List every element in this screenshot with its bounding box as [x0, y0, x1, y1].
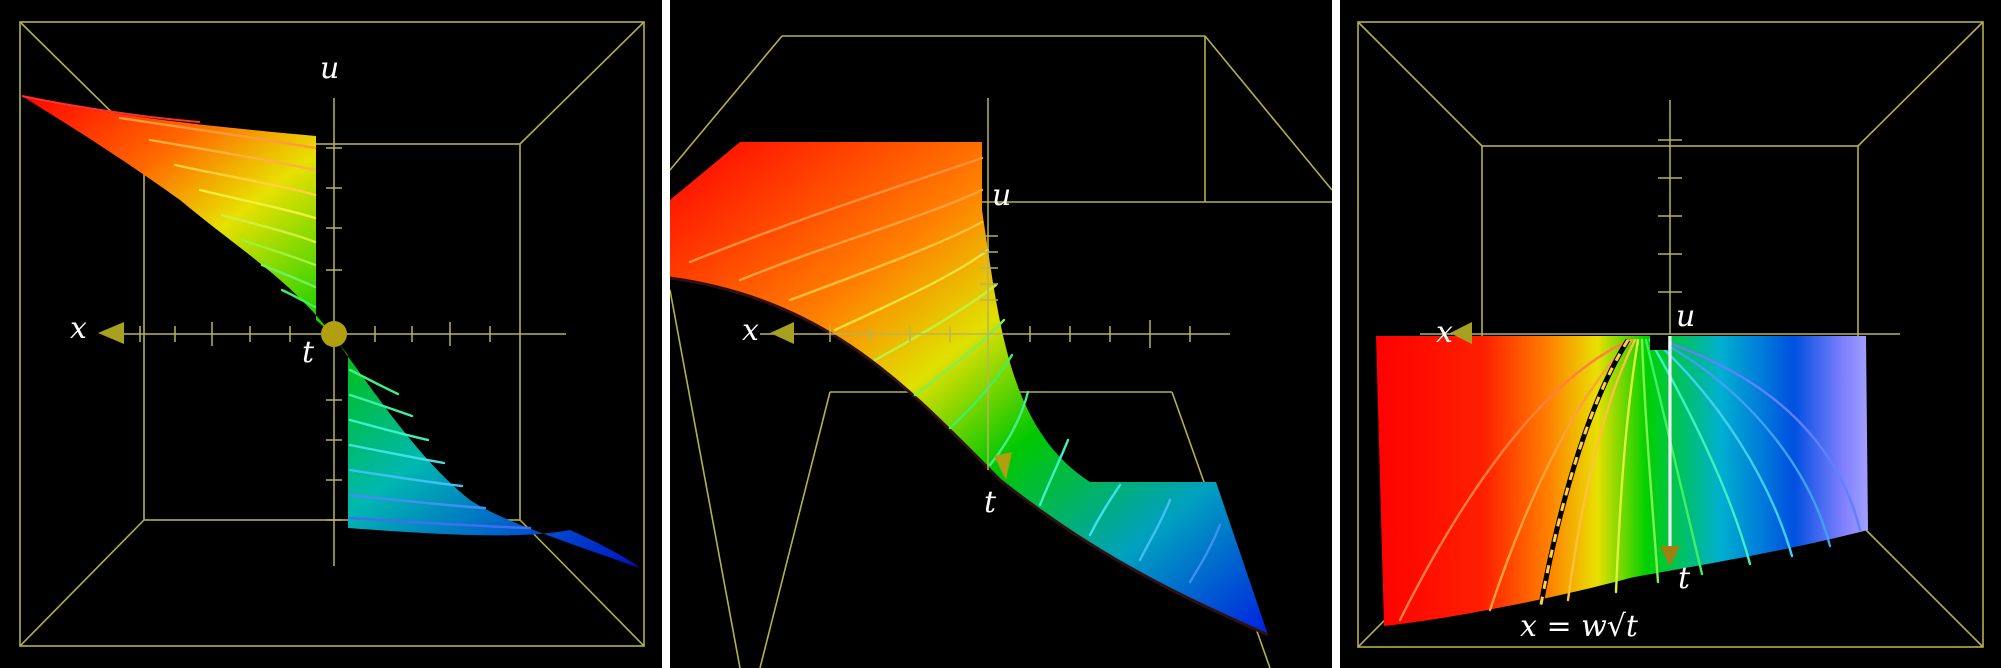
axis-label-u: u [992, 178, 1011, 213]
panel-oblique-view: u x t [670, 0, 1332, 668]
isolines [688, 156, 1222, 584]
t-axis-arrow-icon [1660, 546, 1680, 566]
surface-upper [22, 96, 330, 332]
surface-plot-top: x u t x = w√t [1357, 21, 1984, 648]
surface [670, 142, 1268, 635]
surface-upper-edge [21, 95, 201, 123]
axis-label-u: u [1676, 299, 1695, 334]
origin-marker [1650, 336, 1668, 350]
axis-label-x: x [1436, 315, 1453, 350]
surface-lower [336, 340, 640, 568]
surface-lower-edge [670, 276, 1269, 637]
surface-plot-oblique: u x t [670, 35, 1332, 668]
x-axis-arrow-icon [770, 322, 794, 344]
t-axis-marker-icon [321, 321, 347, 347]
axis-label-t: t [302, 335, 315, 370]
panel-top-view: x u t x = w√t [1340, 0, 2001, 668]
axis-label-t: t [984, 485, 997, 520]
t-axis-arrow-icon [994, 452, 1012, 480]
curve-label: x = w√t [1520, 609, 1639, 644]
axes [760, 98, 1230, 480]
x-axis-arrow-icon [1450, 322, 1472, 344]
axes [1420, 100, 1900, 566]
axis-label-x: x [70, 311, 87, 346]
x-axis-arrow-icon [98, 322, 124, 344]
similarity-curve-dash [1538, 339, 1630, 611]
isolines [1398, 338, 1862, 622]
surface-plot-front: u x t [19, 21, 645, 647]
axes [98, 98, 566, 566]
axis-label-x: x [742, 313, 759, 348]
isolines-lower [348, 368, 532, 530]
axis-label-u: u [320, 51, 339, 86]
axis-label-t: t [1678, 561, 1691, 596]
isolines-upper [118, 116, 317, 309]
panel-front-view: u x t [0, 0, 662, 668]
